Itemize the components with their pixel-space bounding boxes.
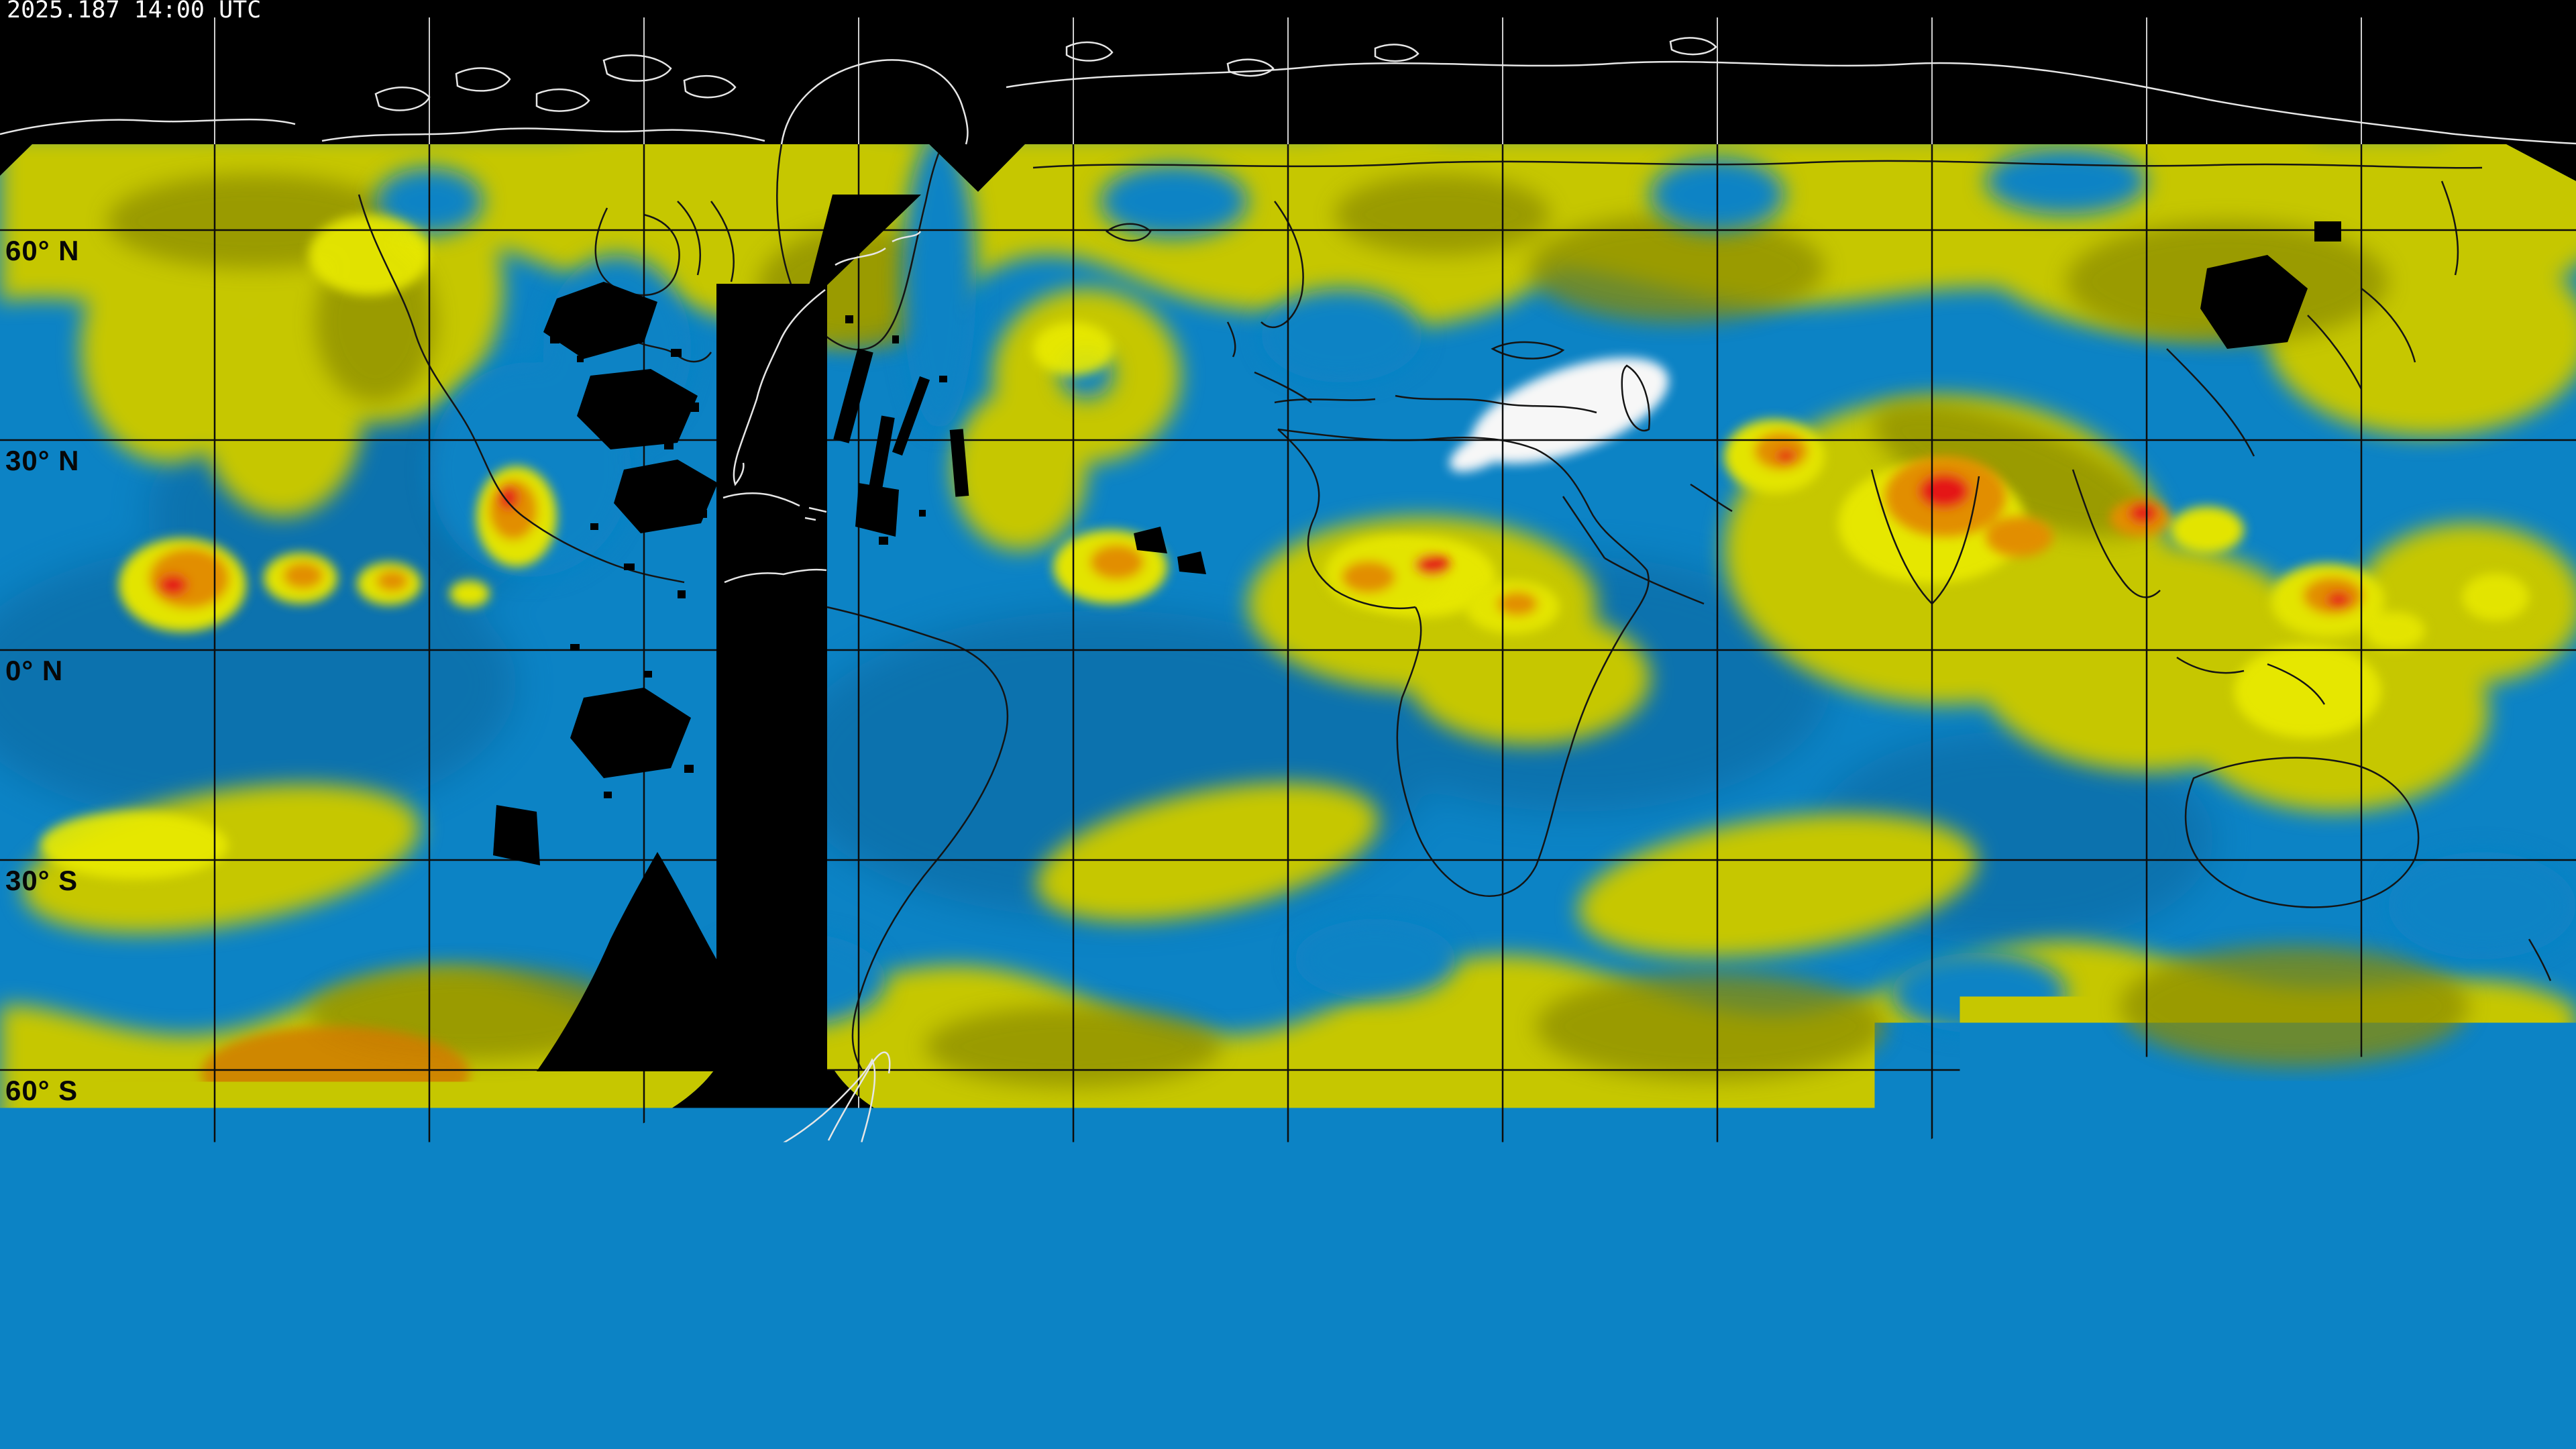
colorbar-minor-tick [1022, 1328, 1024, 1336]
latitude-label-0n: 0° N [5, 657, 63, 685]
colorbar-tick-label: 300 [1737, 1340, 1786, 1370]
colorbar-minor-tick [761, 1328, 763, 1336]
latitude-label-60s: 60° S [5, 1077, 78, 1105]
colorbar-tick-label: 200 [867, 1340, 916, 1370]
data-region [0, 107, 2576, 1157]
colorbar-tick-label: 190 [781, 1340, 829, 1370]
colorbar-minor-tick [1717, 1328, 1719, 1336]
colorbar-tick-label: 210 [955, 1340, 1003, 1370]
colorbar-tick-label: 180 [694, 1340, 742, 1370]
colorbar-tick-label: 250 [1303, 1340, 1351, 1370]
colorbar-minor-tick [934, 1328, 936, 1336]
latitude-label-30s: 30° S [5, 867, 78, 895]
colorbar-minor-tick [1109, 1328, 1111, 1336]
colorbar-minor-tick [1631, 1328, 1633, 1336]
colorbar-tick-label: 260 [1389, 1340, 1438, 1370]
colorbar-minor-tick [848, 1328, 850, 1336]
color-scale-end-line [1847, 1300, 1850, 1343]
colorbar-minor-tick [1283, 1328, 1285, 1336]
latitude-label-60n: 60° N [5, 237, 80, 265]
colorbar-tick-label: 230 [1128, 1340, 1177, 1370]
water-vapor-map [0, 0, 2576, 1449]
colorbar-tick-label: 280 [1564, 1340, 1612, 1370]
colorbar-minor-tick [1195, 1328, 1197, 1336]
colorbar-minor-tick [1370, 1328, 1372, 1336]
antarctic-warm-spot [2070, 1116, 2177, 1151]
colorbar-tick-label: 220 [1042, 1340, 1090, 1370]
latitude-label-30n: 30° N [5, 447, 80, 475]
satellite-composite-screen: 2025.187 14:00 UTC [0, 0, 2576, 1449]
colorbar-tick-label: 270 [1477, 1340, 1525, 1370]
colorbar-title: Brightness Temperature in 6.75um, Kelvin [976, 1378, 1590, 1406]
colorbar-minor-tick [1805, 1328, 1807, 1336]
color-scale-bar [718, 1303, 1849, 1328]
colorbar-minor-tick [1456, 1328, 1458, 1336]
timestamp-label: 2025.187 14:00 UTC [7, 0, 261, 23]
colorbar-tick-label: 290 [1650, 1340, 1699, 1370]
colorbar-minor-tick [1544, 1328, 1546, 1336]
colorbar-tick-label: 240 [1216, 1340, 1264, 1370]
colorbar-tick-label: 310 [1825, 1340, 1873, 1370]
